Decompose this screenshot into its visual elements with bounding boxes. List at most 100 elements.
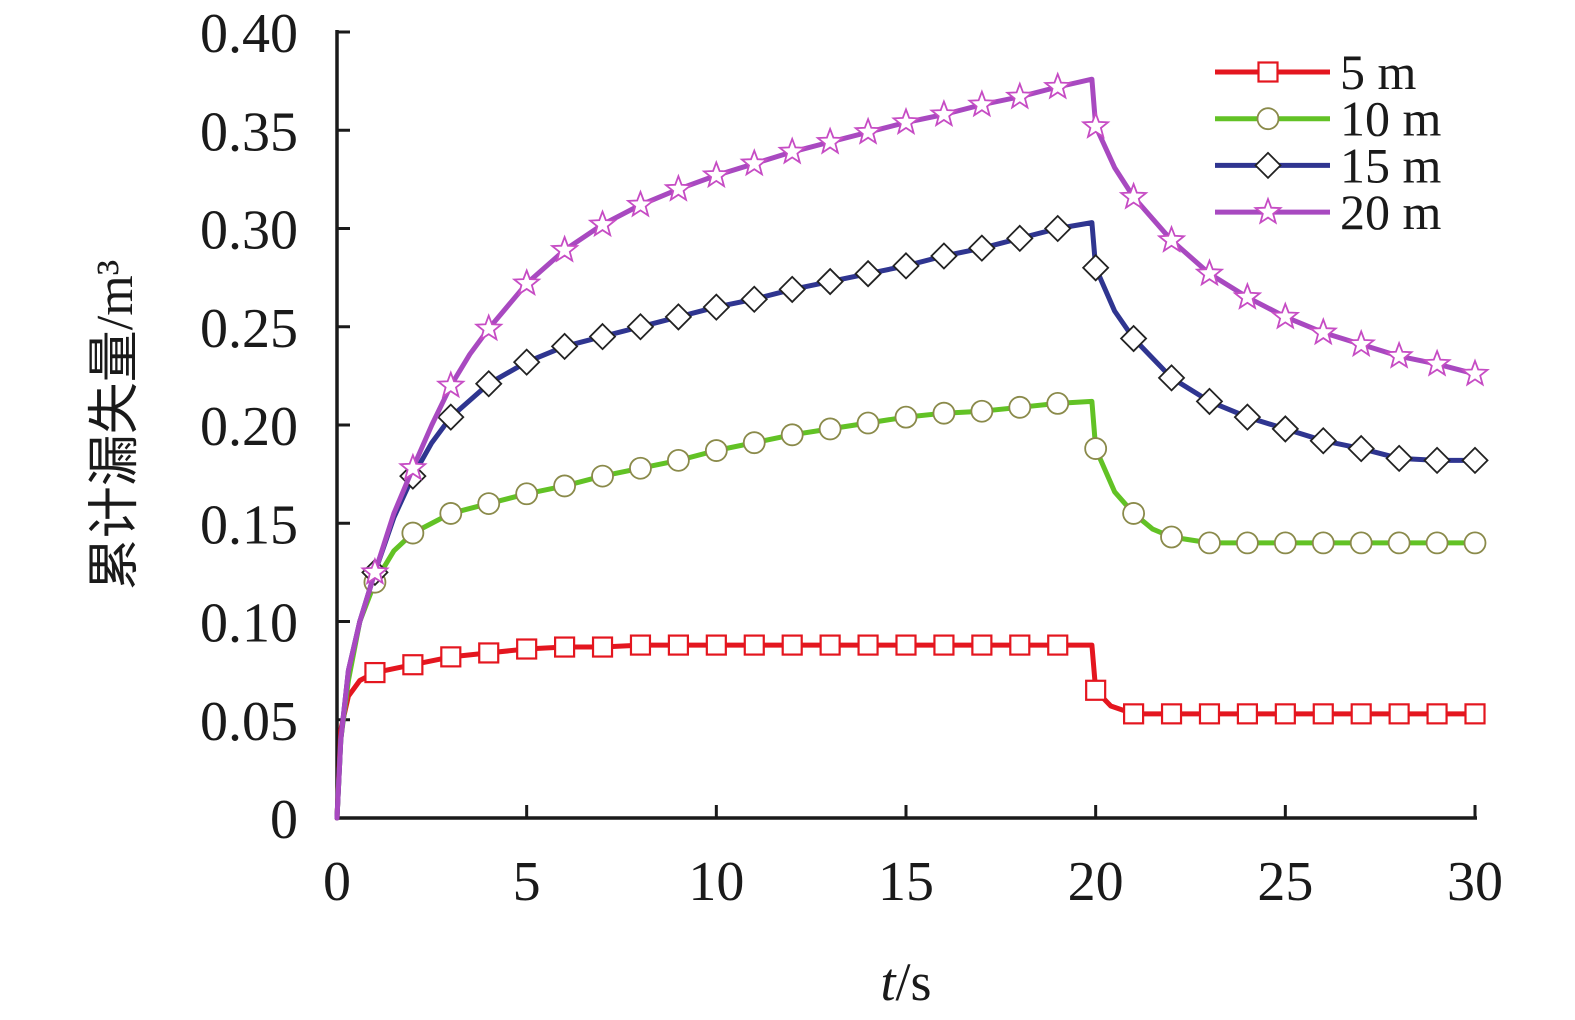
series-5-m-point (705, 634, 727, 656)
legend-label: 5 m (1340, 44, 1417, 100)
series-20-m-point (549, 234, 580, 263)
series-5-m-point (933, 634, 955, 656)
plot-series (334, 71, 1490, 821)
series-5-m-point (895, 634, 917, 656)
series-10-m-point (1236, 531, 1259, 555)
series-15-m-point (550, 332, 579, 361)
series-10-m-point (818, 417, 842, 441)
x-tick-label: 0 (323, 851, 351, 913)
series-15-m-point (816, 267, 844, 296)
y-tick-label: 0 (270, 789, 298, 851)
series-15-m-point (1347, 434, 1375, 463)
series-10-m-point (667, 448, 690, 472)
series-20-m-point (1270, 301, 1301, 330)
legend-item-20-m: 20 m (1215, 184, 1442, 240)
series-5-m-line (334, 642, 1478, 821)
series-5-m-point (743, 634, 765, 656)
series-20-m-point (398, 452, 428, 481)
series-10-m-point (894, 405, 918, 429)
series-5-m-point (1274, 703, 1296, 725)
x-axis-label-unit: /s (895, 952, 931, 1012)
x-axis-label: t/s (880, 952, 931, 1012)
legend-item-15-m: 15 m (1215, 137, 1442, 193)
legend-label: 10 m (1340, 91, 1442, 147)
x-tick-label: 30 (1447, 851, 1503, 913)
series-20-m-point (1308, 317, 1339, 346)
series-20-m-point (1042, 71, 1073, 100)
series-20-m-point (929, 98, 959, 128)
x-tick-label: 15 (878, 851, 934, 913)
series-15-m-point (1423, 446, 1451, 475)
legend-label: 20 m (1340, 184, 1442, 240)
series-10-m-point (1084, 437, 1108, 460)
series-5-m-point (819, 634, 841, 656)
series-15-m-point (1043, 214, 1072, 243)
series-20-m-point (1384, 340, 1414, 369)
series-15-m-point (474, 369, 503, 398)
series-5-m-point (516, 638, 538, 660)
series-10-m-point (1160, 525, 1183, 549)
series-10-m-point (1425, 531, 1449, 555)
series-5-m-point (1047, 634, 1069, 656)
series-20-m-point (1156, 224, 1187, 253)
series-5-m-point (1085, 679, 1107, 701)
legend-label: 15 m (1340, 137, 1442, 193)
series-10-m-point (477, 492, 501, 516)
series-15-m-point (892, 252, 920, 280)
series-5-m-point (1009, 634, 1031, 656)
series-20-m-line (334, 76, 1478, 821)
series-10-m (334, 391, 1487, 821)
series-15-m-line (334, 220, 1478, 821)
series-5-m-point (402, 654, 424, 676)
series-10-m-point (1387, 531, 1411, 555)
series-15-m-point (740, 285, 769, 314)
series-5-m (334, 634, 1486, 821)
y-tick-label: 0.40 (200, 3, 298, 65)
series-15-m-point (1157, 364, 1186, 392)
series-15-m-point (1385, 444, 1413, 473)
series-10-m-point (1198, 531, 1221, 555)
series-5-m-point (667, 634, 690, 656)
y-tick-label: 0.20 (200, 396, 298, 458)
series-20-m-point (435, 370, 466, 399)
series-20-m-point (1194, 258, 1225, 287)
series-10-m-point (742, 431, 766, 455)
series-20-m-point (1080, 110, 1111, 139)
x-tick-label: 20 (1068, 851, 1124, 913)
series-10-m-point (1046, 391, 1070, 415)
legend-item-5-m: 5 m (1215, 44, 1417, 100)
series-20-m-point (891, 106, 921, 135)
series-10-m-point (856, 411, 880, 435)
y-tick-label: 0.35 (200, 101, 298, 163)
series-5-m-point (1464, 703, 1486, 725)
series-20-m-point (1004, 81, 1035, 110)
series-15-m-point (1271, 415, 1300, 443)
legend-swatch-marker (1254, 151, 1282, 180)
series-10-m-point (401, 521, 425, 545)
series-15-m (334, 214, 1489, 821)
series-10-m-point (932, 401, 956, 425)
series-20-m-point (473, 313, 504, 342)
series-15-m-point (968, 234, 996, 262)
series-10-m-point (780, 423, 804, 447)
series-20-m-point (777, 136, 808, 165)
series-10-m-point (1349, 531, 1373, 555)
series-5-m-point (1388, 703, 1410, 725)
series-5-m-point (1312, 703, 1334, 725)
series-15-m-point (1233, 403, 1262, 431)
y-axis-ticks: 0 0.05 0.10 0.15 0.20 0.25 0.30 0.35 0.40 (200, 3, 350, 851)
series-5-m-point (1198, 703, 1221, 725)
y-tick-label: 0.05 (200, 691, 298, 753)
series-20-m-point (1460, 358, 1490, 387)
x-tick-label: 25 (1257, 851, 1313, 913)
series-5-m-point (553, 636, 576, 658)
series-5-m-point (478, 642, 500, 664)
series-10-m-point (704, 439, 728, 462)
series-20-m-point (967, 89, 997, 118)
series-5-m-point (971, 634, 993, 656)
legend-item-10-m: 10 m (1215, 91, 1442, 147)
series-15-m-point (854, 259, 882, 288)
series-15-m-point (512, 348, 541, 376)
x-axis-ticks: 0 5 10 15 20 25 30 (323, 805, 1503, 913)
